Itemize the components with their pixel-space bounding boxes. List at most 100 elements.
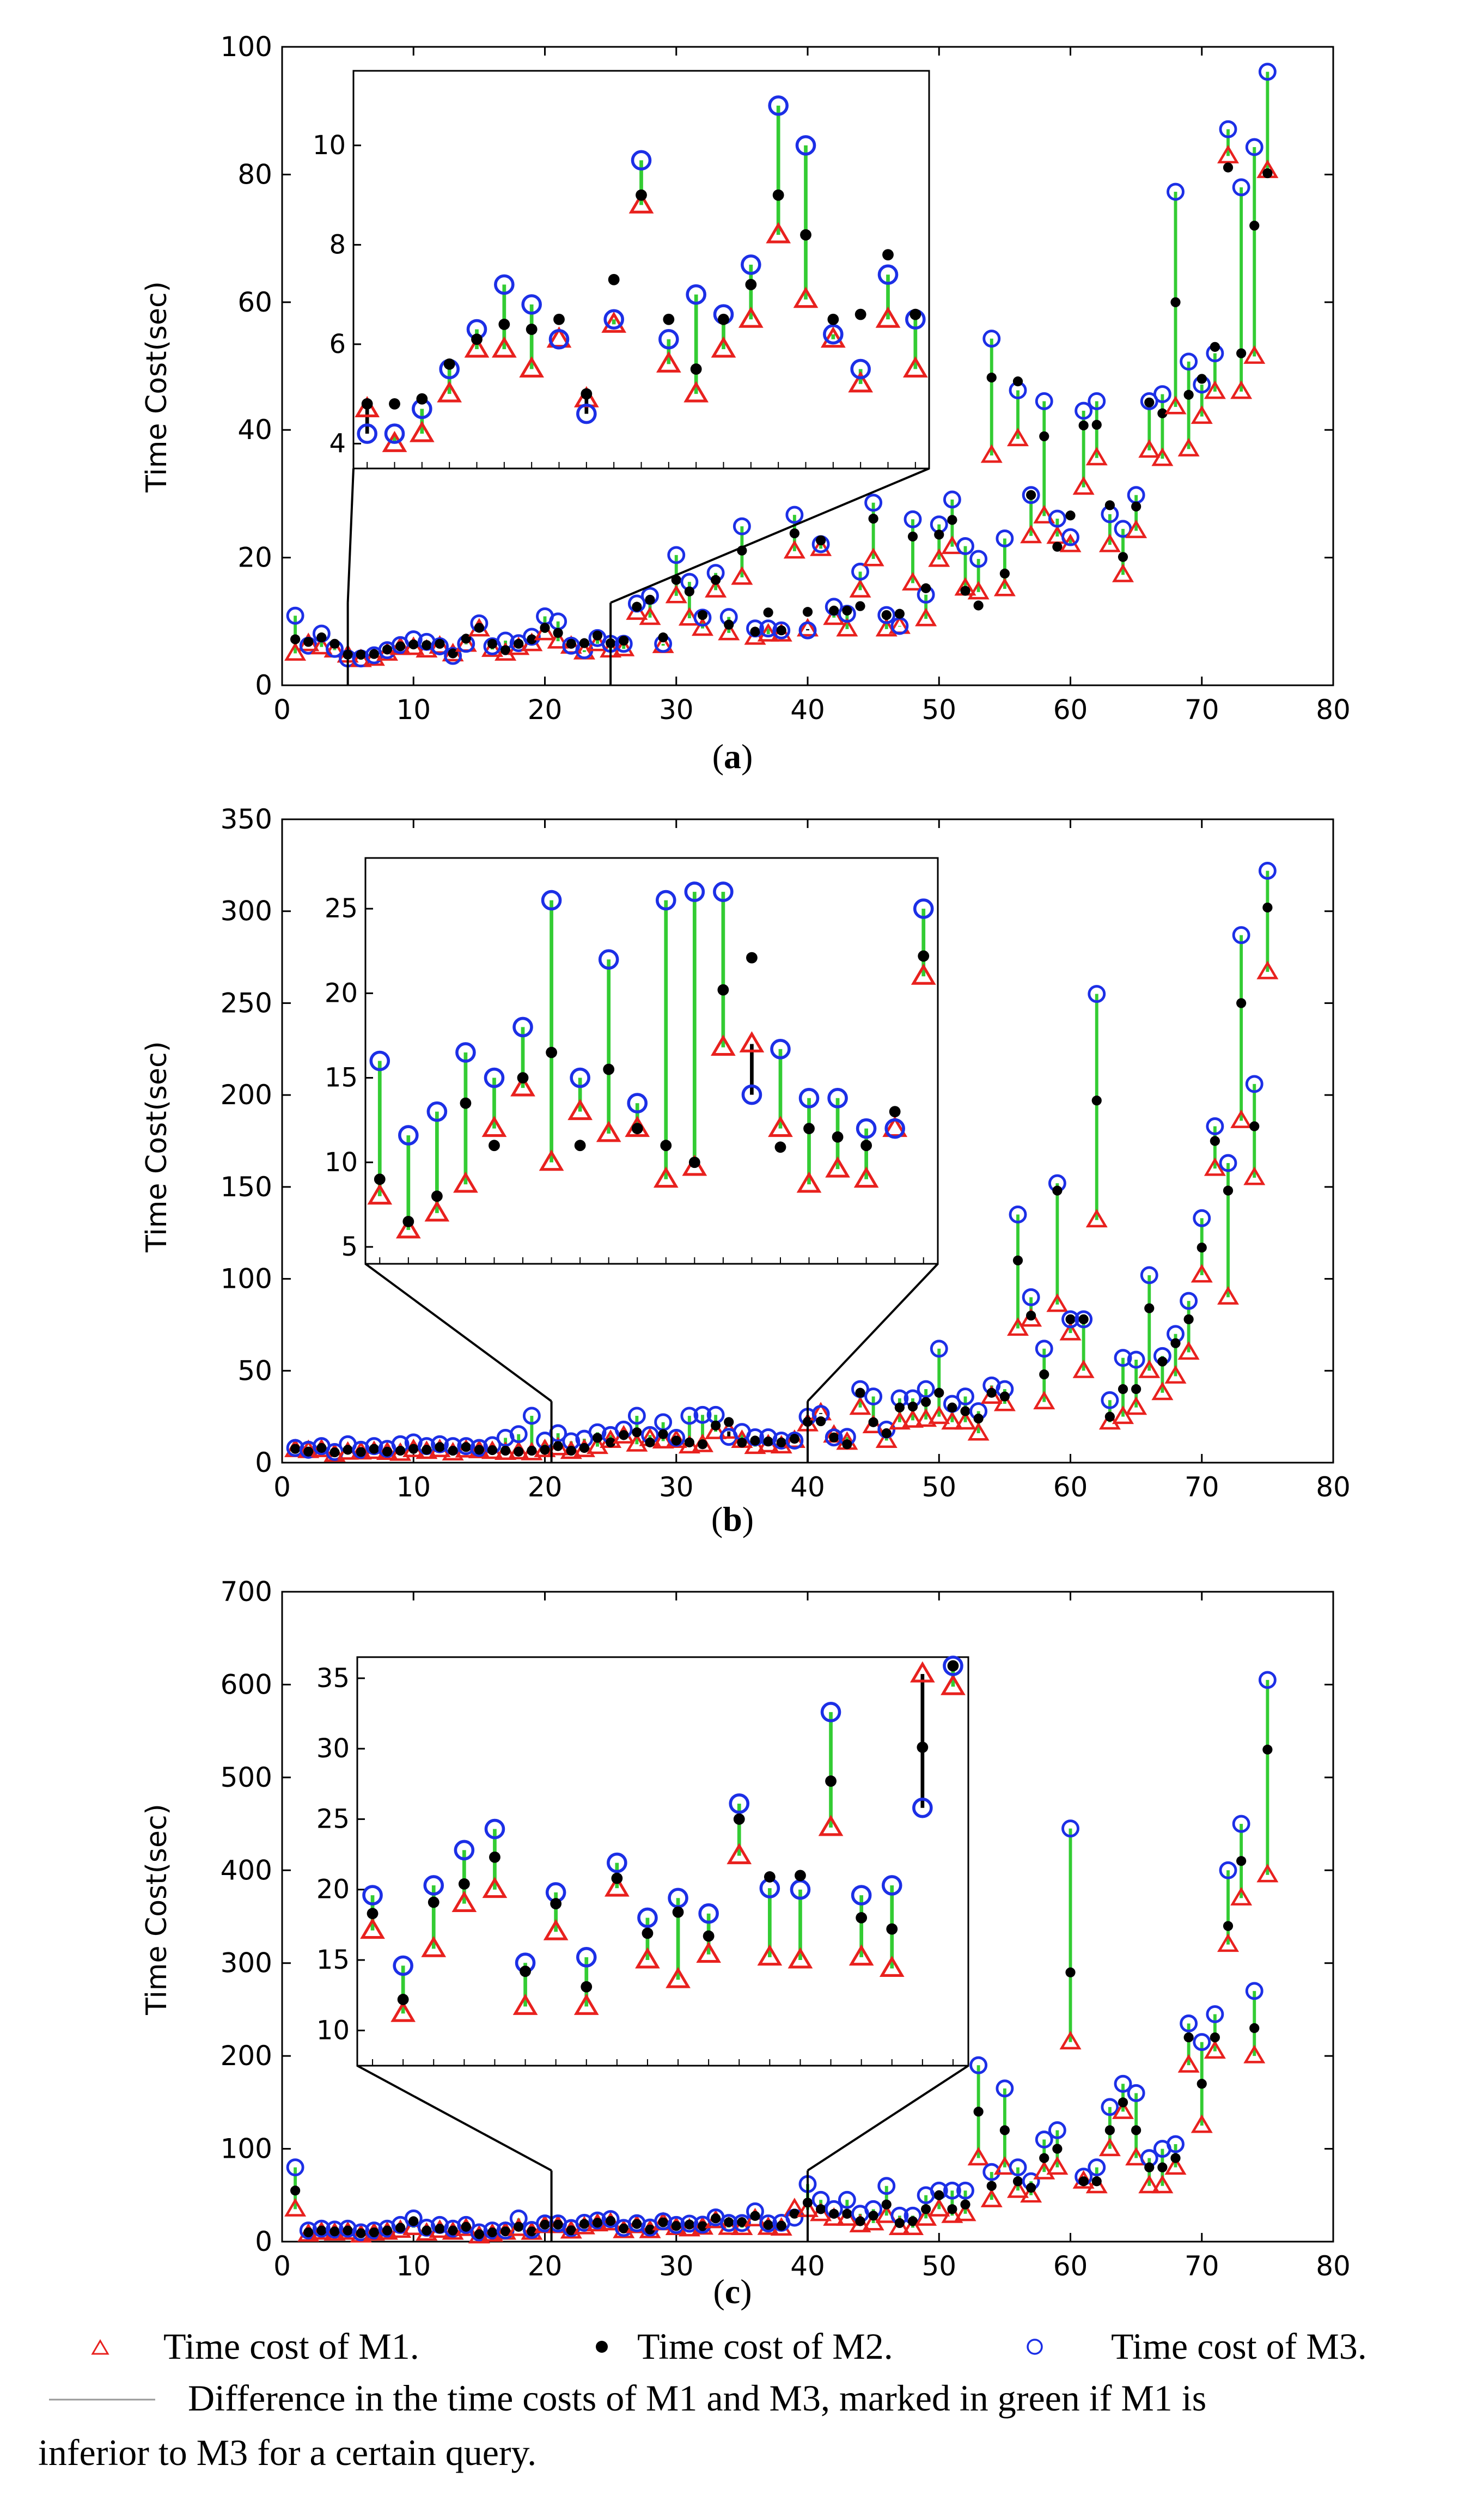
inset-m3-point: [369, 1050, 390, 1072]
main-m3-point: [680, 1407, 699, 1425]
main-m1-point: [718, 622, 740, 641]
inset-m2-point: [526, 324, 538, 335]
main-m2-point: [684, 1437, 694, 1447]
main-m2-point: [855, 1387, 865, 1398]
main-m2-point: [395, 641, 406, 652]
inset-m3-point: [454, 1840, 475, 1861]
main-m3-point: [680, 2214, 699, 2233]
inset-m1-point: [902, 356, 928, 378]
main-m2-point: [658, 2217, 668, 2227]
main-m3-point: [693, 1405, 712, 1424]
main-m3-point: [1061, 1819, 1079, 1838]
main-m1-point: [652, 1430, 674, 1449]
main-m2-point: [763, 1436, 773, 1447]
main-m1-point: [888, 1411, 911, 1430]
main-m1-point: [941, 2204, 963, 2223]
main-m2-point: [842, 605, 852, 616]
main-m1-point: [1020, 525, 1042, 544]
x-tick-label: 40: [790, 694, 825, 726]
main-m1-point: [284, 642, 307, 661]
main-m3-point: [1101, 2098, 1119, 2116]
main-m1-point: [1046, 2156, 1069, 2175]
inset-m2-point: [550, 1898, 562, 1909]
x-tick-label: 40: [790, 2250, 825, 2282]
y-tick-label: 300: [221, 896, 272, 927]
main-m3-point: [1088, 2158, 1106, 2177]
main-m1-point: [967, 1422, 990, 1441]
inset-m2-point: [717, 984, 729, 996]
legend-m2-marker: [596, 2341, 608, 2353]
inset-m1-point: [711, 336, 736, 358]
main-m3-point: [864, 494, 883, 512]
inset-m3-point: [827, 1087, 848, 1109]
main-m1-point: [1177, 437, 1200, 456]
inset-m2-point: [718, 313, 729, 325]
main-m2-point: [448, 2225, 458, 2236]
inset-m1-point: [355, 396, 380, 417]
main-m1-point: [1177, 1341, 1200, 1360]
main-m2-point: [1052, 1185, 1063, 1196]
inset-m2-point: [581, 388, 593, 400]
inset-m2-point: [690, 363, 702, 375]
main-m2-point: [947, 1402, 957, 1413]
main-m2-point: [842, 1439, 852, 1450]
main-m1-point: [1243, 1166, 1266, 1185]
main-m2-point: [973, 600, 984, 611]
x-tick-label: 30: [659, 1471, 694, 1503]
main-m1-point: [823, 2207, 845, 2226]
main-m2-point: [684, 2219, 694, 2230]
inset-m2-point: [772, 189, 784, 201]
main-m2-point: [382, 2225, 393, 2236]
main-m2-point: [1170, 2153, 1181, 2163]
x-tick-label: 30: [659, 694, 694, 726]
x-tick-label: 20: [528, 694, 563, 726]
main-m3-point: [956, 1387, 974, 1405]
main-m1-point: [836, 2207, 858, 2226]
main-m1-point: [1256, 960, 1279, 979]
main-m2-point: [343, 2225, 353, 2236]
main-m1-point: [1006, 2179, 1029, 2198]
inset-m2-point: [860, 1140, 872, 1152]
panel-b: Time Cost(sec) (b) 0 10 20 30 40 50 60 70 80 0 50 1…: [141, 804, 1351, 1538]
main-m1-point: [928, 2198, 950, 2217]
x-tick-label: 10: [396, 694, 431, 726]
inset-m2-point: [703, 1930, 715, 1942]
inset-m2-point: [918, 950, 930, 962]
inset-m3-point: [484, 1067, 505, 1088]
zoom-connector-right: [807, 1263, 939, 1402]
main-m2-point: [816, 535, 826, 546]
main-m3-point: [1009, 1206, 1027, 1224]
main-m3-point: [1127, 1350, 1145, 1369]
y-tick-label: 200: [221, 2040, 272, 2072]
inset-m1-point: [710, 1034, 736, 1056]
inset-m3-point: [521, 294, 542, 315]
main-m2-point: [1210, 342, 1220, 352]
x-tick-label: 0: [273, 1471, 291, 1503]
main-m1-point: [1204, 380, 1226, 399]
main-m3-point: [1258, 63, 1277, 81]
x-tick-label: 50: [921, 1471, 956, 1503]
y-tick-label: 500: [221, 1762, 272, 1793]
caption-a: (a): [712, 737, 753, 776]
main-m2-point: [658, 632, 668, 643]
main-m2-point: [461, 2221, 471, 2232]
main-m1-point: [744, 1435, 766, 1454]
inset-m1-point: [696, 1941, 722, 1963]
main-m2-point: [1157, 408, 1168, 418]
main-m2-point: [408, 1444, 419, 1454]
main-m2-point: [1236, 1856, 1247, 1866]
main-m2-point: [619, 2223, 629, 2233]
inset-m1-point: [635, 1947, 660, 1969]
x-tick-label: 0: [273, 694, 291, 726]
main-m1-point: [849, 2213, 871, 2232]
main-m2-point: [329, 2226, 340, 2237]
main-m1-point: [284, 2198, 307, 2217]
main-m2-point: [1131, 501, 1142, 512]
main-m2-point: [395, 1445, 406, 1456]
main-m2-point: [1210, 2032, 1220, 2043]
main-m2-point: [343, 1445, 353, 1455]
main-m2-point: [999, 568, 1010, 579]
inset-m2-point: [947, 1660, 959, 1672]
main-m2-point: [999, 2125, 1010, 2135]
main-m2-point: [645, 594, 655, 605]
